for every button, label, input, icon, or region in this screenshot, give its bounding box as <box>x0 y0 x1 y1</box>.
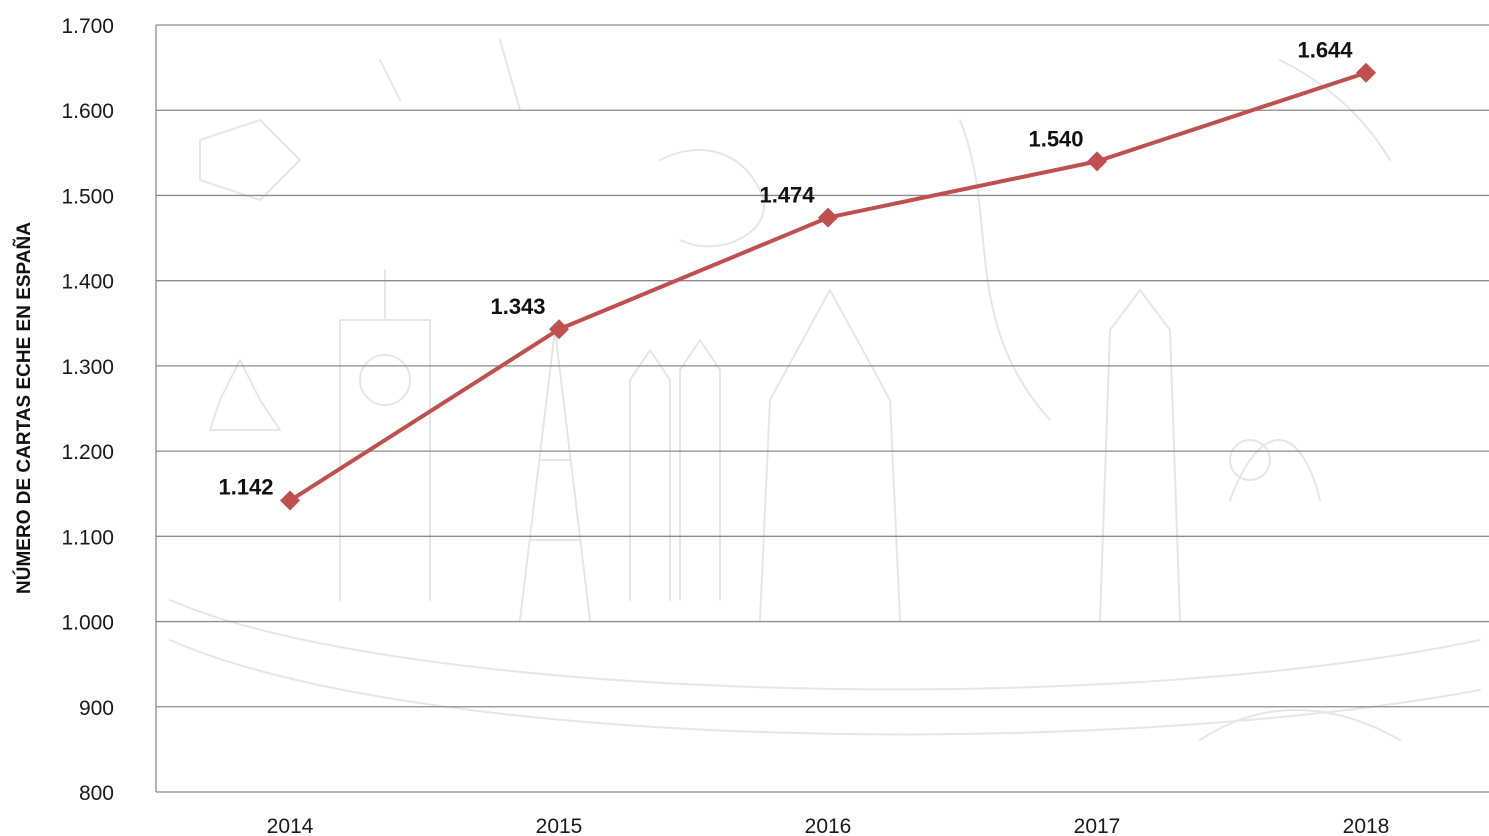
x-tick-label: 2018 <box>1343 815 1390 836</box>
data-label: 1.644 <box>1297 38 1353 63</box>
y-tick-label: 1.200 <box>61 441 114 464</box>
background-illustration <box>169 39 1481 741</box>
data-label: 1.142 <box>218 475 273 500</box>
data-series <box>280 62 1376 511</box>
y-tick-label: 1.300 <box>61 356 114 379</box>
data-label: 1.474 <box>759 183 815 208</box>
data-label: 1.540 <box>1028 126 1083 151</box>
data-point-marker <box>549 319 569 340</box>
gridlines <box>156 24 1489 708</box>
series-line <box>288 70 1368 503</box>
data-point-marker <box>280 490 300 511</box>
y-tick-label: 900 <box>79 697 114 720</box>
axes <box>155 25 1489 793</box>
x-axis-tick-labels: 2014 2015 2016 2017 2018 <box>267 815 1390 836</box>
data-point-marker <box>818 207 838 228</box>
x-tick-label: 2017 <box>1074 815 1121 836</box>
y-tick-label: 1.600 <box>61 100 114 123</box>
x-tick-label: 2014 <box>267 815 314 836</box>
y-tick-label: 800 <box>79 782 114 805</box>
x-tick-label: 2016 <box>805 815 852 836</box>
y-tick-label: 1.000 <box>61 612 114 635</box>
x-tick-label: 2015 <box>536 815 583 836</box>
y-axis-title: NÚMERO DE CARTAS ECHE EN ESPAÑA <box>13 222 35 594</box>
y-tick-label: 1.500 <box>61 185 114 208</box>
data-labels: 1.142 1.343 1.474 1.540 1.644 <box>218 38 1353 500</box>
y-axis-tick-labels: 800 900 1.000 1.100 1.200 1.300 1.400 1.500 1.60… <box>61 15 114 805</box>
data-point-marker <box>1356 62 1376 83</box>
y-tick-label: 1.100 <box>61 526 114 549</box>
data-label: 1.343 <box>490 294 545 319</box>
y-tick-label: 1.700 <box>61 15 114 38</box>
data-point-marker <box>1087 151 1107 172</box>
y-tick-label: 1.400 <box>61 271 114 294</box>
